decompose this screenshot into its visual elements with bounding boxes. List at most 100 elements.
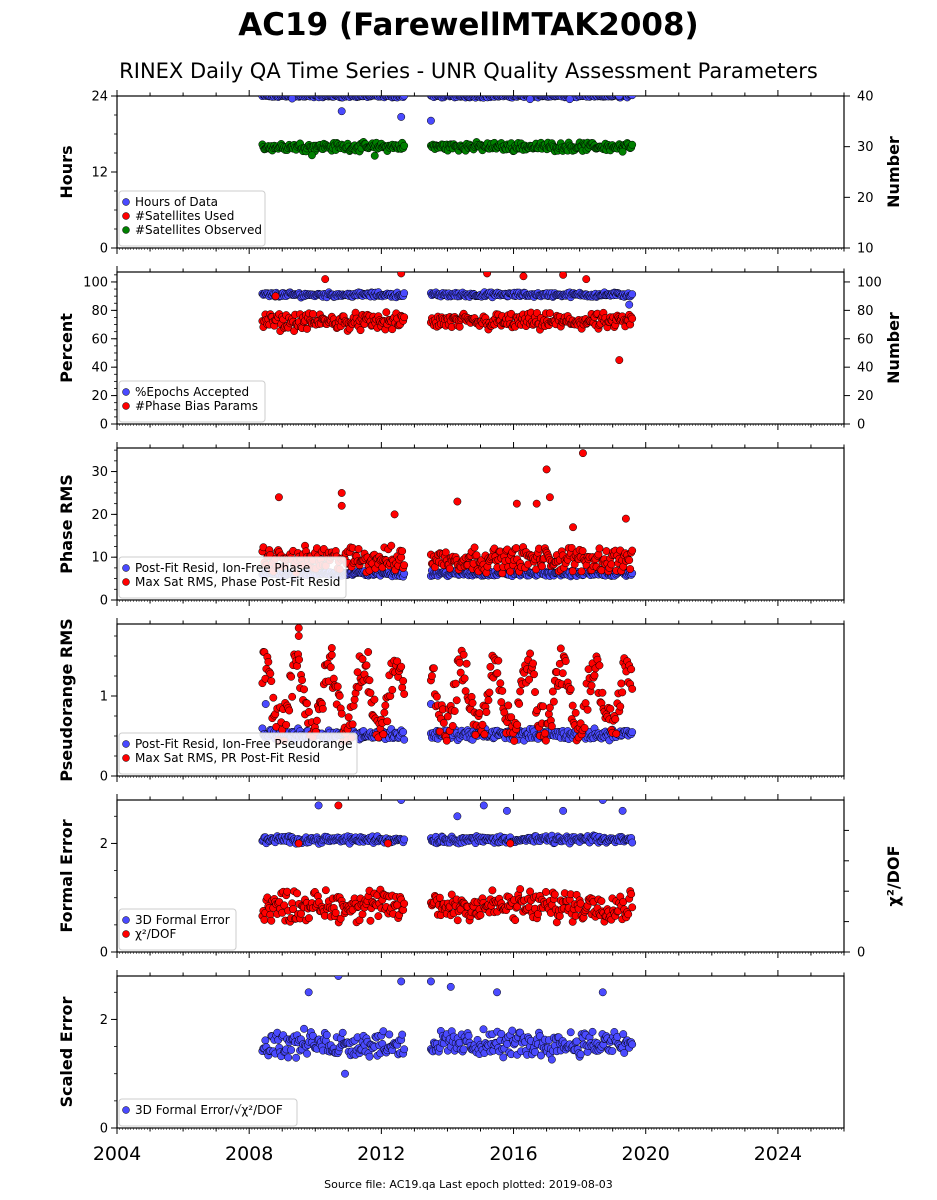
data-point — [525, 675, 534, 684]
y-right-tick-label: 20 — [857, 389, 874, 404]
outlier-point — [479, 801, 488, 810]
panel-3: 0 10 20 30 Phase RMS Post-Fit Resid, Ion-Free… — [57, 442, 845, 609]
data-point — [484, 696, 493, 705]
panel-4: 0 1 Pseudorange RMS Post-Fit Resid, Ion-Fre… — [57, 618, 845, 785]
outlier-point — [397, 272, 406, 278]
data-point — [303, 699, 311, 708]
data-point — [318, 704, 327, 713]
y-axis-label: Formal Error — [57, 819, 76, 932]
data-point — [587, 681, 596, 690]
data-point — [590, 671, 599, 680]
data-point — [539, 702, 547, 711]
outlier-point — [615, 356, 624, 365]
y-right-tick-label: 30 — [857, 140, 874, 155]
outlier-point — [621, 514, 630, 523]
y-tick-label: 60 — [91, 332, 108, 347]
data-point — [269, 693, 278, 702]
series-2 — [258, 801, 637, 927]
data-point — [468, 699, 477, 707]
data-point — [305, 707, 313, 716]
data-point — [482, 708, 491, 717]
data-point — [612, 729, 621, 738]
outlier-point — [453, 497, 462, 506]
data-point — [616, 702, 625, 711]
outlier-point — [370, 151, 379, 160]
y-tick-label: 20 — [91, 508, 108, 523]
data-point — [283, 887, 292, 896]
data-point — [267, 916, 276, 925]
data-point — [548, 687, 557, 696]
outlier-point — [327, 644, 336, 652]
data-point — [293, 889, 302, 898]
data-point — [331, 908, 340, 917]
data-point — [287, 672, 296, 681]
data-point — [441, 548, 450, 557]
data-point — [450, 707, 459, 715]
data-point — [472, 551, 481, 560]
data-point — [365, 676, 374, 685]
data-point — [566, 685, 575, 694]
y-axis-label: Phase RMS — [57, 474, 76, 574]
y-right-tick-label: 10 — [857, 242, 874, 257]
data-point — [510, 736, 519, 745]
series-1 — [258, 288, 637, 309]
legend-entry: Hours of Data — [135, 195, 218, 209]
data-point — [455, 658, 464, 667]
data-point — [628, 546, 637, 555]
data-point — [295, 655, 304, 664]
data-point — [475, 709, 484, 717]
outlier-point — [337, 489, 346, 497]
outlier-point — [578, 449, 587, 458]
data-point — [380, 708, 389, 717]
legend-box — [118, 190, 266, 247]
outlier-point — [502, 806, 511, 815]
y-tick-label: 0 — [100, 594, 108, 609]
data-point — [442, 736, 451, 745]
y-tick-label: 24 — [91, 90, 108, 105]
data-point — [427, 672, 436, 680]
legend-marker — [122, 754, 130, 762]
outlier-point — [625, 300, 634, 309]
data-point — [266, 669, 275, 678]
y-tick-label: 0 — [100, 242, 108, 257]
y-tick-label: 12 — [91, 166, 108, 181]
data-point — [300, 685, 308, 694]
data-point — [366, 689, 375, 697]
y-tick-label: 0 — [100, 418, 108, 433]
legend-entry: Post-Fit Resid, Ion-Free Phase — [135, 561, 310, 575]
series-2 — [258, 272, 637, 365]
data-point — [312, 716, 321, 725]
data-point — [628, 838, 637, 847]
outlier-point — [582, 275, 591, 284]
data-point — [595, 544, 604, 553]
y-right-tick-label: 40 — [857, 90, 874, 105]
data-point — [400, 289, 409, 298]
outlier-point — [565, 96, 574, 104]
data-point — [399, 676, 408, 685]
y-tick-label: 1 — [100, 690, 108, 705]
data-point — [506, 567, 515, 576]
outlier-point — [308, 151, 316, 160]
data-point — [321, 886, 330, 895]
series-1 — [258, 800, 637, 848]
legend-entry: Max Sat RMS, Phase Post-Fit Resid — [135, 575, 340, 589]
outlier-point — [294, 632, 303, 640]
data-point — [445, 564, 454, 573]
data-point — [470, 543, 479, 552]
outlier-point — [288, 96, 297, 103]
legend-marker — [122, 402, 130, 410]
data-point — [558, 669, 567, 678]
legend-marker — [122, 740, 130, 748]
legend-entry: #Phase Bias Params — [135, 399, 258, 413]
outlier-point — [618, 806, 627, 815]
data-point — [540, 729, 549, 738]
data-point — [567, 543, 576, 552]
data-point — [628, 290, 637, 299]
data-point — [545, 703, 554, 712]
data-point — [400, 141, 409, 150]
data-point — [498, 686, 507, 695]
